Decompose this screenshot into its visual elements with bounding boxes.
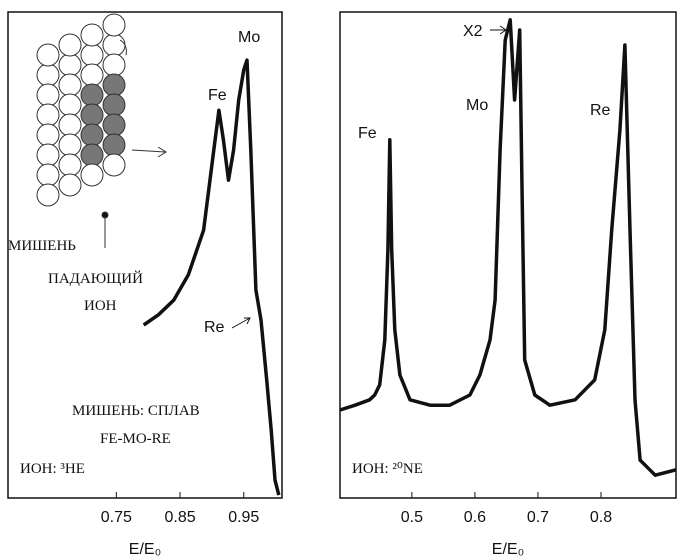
atom xyxy=(102,13,126,37)
atom xyxy=(102,113,126,137)
annotation: МИШЕНЬ xyxy=(8,238,76,254)
atom xyxy=(58,173,82,197)
atom xyxy=(80,43,104,67)
x-tick-label: 0.7 xyxy=(527,509,549,526)
atom xyxy=(58,73,82,97)
peak-label: Mo xyxy=(238,29,260,46)
frame xyxy=(7,11,283,499)
x-tick-label: 0.6 xyxy=(464,509,486,526)
atom xyxy=(80,123,104,147)
atom xyxy=(36,183,60,207)
x-tick-label: 0.5 xyxy=(401,509,423,526)
annotation: ИОН xyxy=(84,298,117,314)
atom xyxy=(36,43,60,67)
annotation: ПАДАЮЩИЙ xyxy=(48,270,143,287)
atom xyxy=(102,53,126,77)
atom xyxy=(102,133,126,157)
x-tick-label: 0.8 xyxy=(590,509,612,526)
atom xyxy=(36,123,60,147)
atom xyxy=(58,93,82,117)
atom xyxy=(36,143,60,167)
x-tick-label: 0.95 xyxy=(228,509,259,526)
arrow xyxy=(231,317,251,329)
peak-label: Fe xyxy=(358,125,377,142)
atom xyxy=(80,103,104,127)
annotation: ИОН: ³HE xyxy=(20,461,85,477)
x-tick-label: 0.85 xyxy=(164,509,195,526)
atom xyxy=(80,23,104,47)
frame xyxy=(339,11,677,499)
spectrum-line xyxy=(142,58,281,496)
arrow xyxy=(490,25,507,35)
atom xyxy=(58,153,82,177)
spectrum-line xyxy=(339,18,677,477)
peak-label: Re xyxy=(204,319,225,336)
atom xyxy=(58,113,82,137)
atom xyxy=(36,83,60,107)
atom xyxy=(36,103,60,127)
atom xyxy=(36,163,60,187)
peak-label: Re xyxy=(590,102,611,119)
atom xyxy=(58,53,82,77)
atom xyxy=(102,153,126,177)
atom xyxy=(36,63,60,87)
x-axis-label: E/E₀ xyxy=(492,541,524,558)
x-tick-label: 0.75 xyxy=(101,509,132,526)
atom xyxy=(58,133,82,157)
peak-label: X2 xyxy=(463,23,483,40)
peak-label: Mo xyxy=(466,97,488,114)
annotation: МИШЕНЬ: СПЛАВ xyxy=(72,403,200,419)
atom xyxy=(80,83,104,107)
x-axis-label: E/E₀ xyxy=(129,541,161,558)
atom xyxy=(102,73,126,97)
annotation: FE-MO-RE xyxy=(100,431,171,447)
atom xyxy=(102,33,126,57)
peak-label: Fe xyxy=(208,87,227,104)
atom xyxy=(58,33,82,57)
annotation: ИОН: ²⁰NE xyxy=(352,461,423,477)
atom xyxy=(80,143,104,167)
atom xyxy=(102,93,126,117)
atom xyxy=(80,63,104,87)
atom xyxy=(80,163,104,187)
lattice-illustration xyxy=(36,13,167,248)
